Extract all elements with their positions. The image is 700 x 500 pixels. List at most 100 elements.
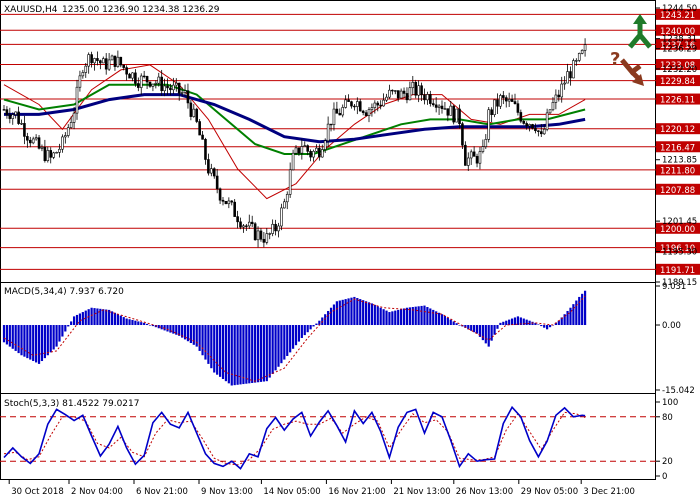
candle-body: [537, 130, 540, 132]
candle: [221, 197, 225, 206]
macd-bar: [110, 311, 114, 326]
macd-bar: [405, 307, 409, 326]
candle: [396, 90, 400, 102]
candle-body: [575, 60, 578, 62]
candle: [128, 72, 131, 79]
candle-body: [344, 99, 347, 108]
level-tag: [656, 183, 700, 195]
candle: [583, 38, 587, 57]
ma-mid-line: [3, 83, 586, 155]
candle-body: [466, 157, 470, 166]
candle: [172, 77, 175, 95]
level-tag-label: 1220.12: [660, 125, 695, 135]
macd-bar: [510, 318, 514, 326]
candle-body: [373, 102, 377, 108]
macd-bar: [216, 325, 219, 375]
macd-bar: [516, 316, 520, 326]
candle-body: [52, 152, 55, 158]
candle: [87, 52, 90, 74]
candle-body: [534, 127, 537, 132]
candle: [458, 104, 461, 129]
candle: [563, 76, 566, 90]
candle-body: [563, 82, 566, 85]
candle: [338, 108, 342, 116]
candle-body: [545, 112, 549, 130]
candle-body: [347, 99, 350, 102]
macd-bar: [324, 314, 327, 326]
candle-body: [303, 145, 307, 147]
candle: [446, 108, 450, 122]
level-tag: [656, 59, 700, 71]
level-tag-label: 1240.00: [660, 27, 695, 37]
candle-body: [283, 201, 286, 209]
candle-body: [145, 76, 149, 83]
candle: [174, 78, 178, 92]
candle: [271, 219, 274, 237]
candle-body: [14, 111, 17, 115]
level-tag: [656, 24, 700, 36]
macd-bar: [394, 310, 397, 326]
candle-body: [40, 146, 44, 149]
candle: [522, 119, 526, 125]
macd-bar: [581, 293, 584, 326]
level-tag: [656, 38, 700, 50]
candle-body: [464, 144, 467, 166]
macd-bar: [382, 309, 385, 326]
candle-body: [58, 148, 61, 153]
candle: [356, 97, 359, 115]
macd-bar: [78, 313, 82, 326]
candle-body: [75, 86, 79, 114]
macd-bar: [26, 325, 29, 359]
macd-bar: [525, 319, 528, 326]
candle: [499, 93, 502, 109]
candle: [250, 215, 254, 227]
candle: [312, 149, 315, 162]
macd-bar: [29, 325, 32, 360]
candle: [391, 89, 394, 95]
candle: [274, 219, 277, 236]
candle-body: [522, 120, 526, 124]
macd-bar: [221, 325, 225, 380]
candle: [28, 136, 32, 148]
candle: [347, 94, 350, 102]
macd-bar: [8, 325, 11, 347]
candle: [201, 130, 204, 140]
macd-bar: [134, 320, 137, 326]
macd-axis-label: 0.00: [662, 321, 681, 331]
macd-bar: [420, 305, 423, 326]
macd-bar: [233, 325, 236, 386]
macd-bar: [297, 325, 301, 342]
candle-body: [271, 223, 274, 234]
candle: [388, 84, 391, 99]
candle-body: [221, 199, 225, 202]
candle-body: [426, 94, 429, 101]
candle: [84, 63, 88, 78]
candle-body: [134, 72, 137, 84]
macd-bar: [236, 325, 239, 385]
candle-body: [201, 134, 204, 140]
candle-body: [110, 55, 114, 61]
macd-bar: [259, 325, 263, 382]
candle-body: [329, 123, 333, 126]
candle-body: [528, 124, 531, 127]
candle-body: [356, 101, 359, 107]
candle-body: [107, 59, 111, 70]
candle-body: [224, 200, 228, 205]
candle-body: [455, 108, 458, 123]
candle: [230, 200, 234, 206]
candle: [320, 144, 324, 158]
ma-fast-line: [3, 64, 586, 200]
macd-bar: [40, 325, 44, 362]
time-axis-label: 6 Nov 21:00: [136, 487, 188, 497]
candle: [469, 149, 473, 165]
candle: [323, 138, 327, 153]
candle: [510, 94, 514, 102]
candle: [402, 87, 406, 98]
macd-bar: [414, 306, 417, 326]
candle: [426, 91, 429, 105]
candle-body: [449, 105, 453, 116]
candle: [504, 95, 508, 108]
candle-body: [198, 121, 201, 136]
